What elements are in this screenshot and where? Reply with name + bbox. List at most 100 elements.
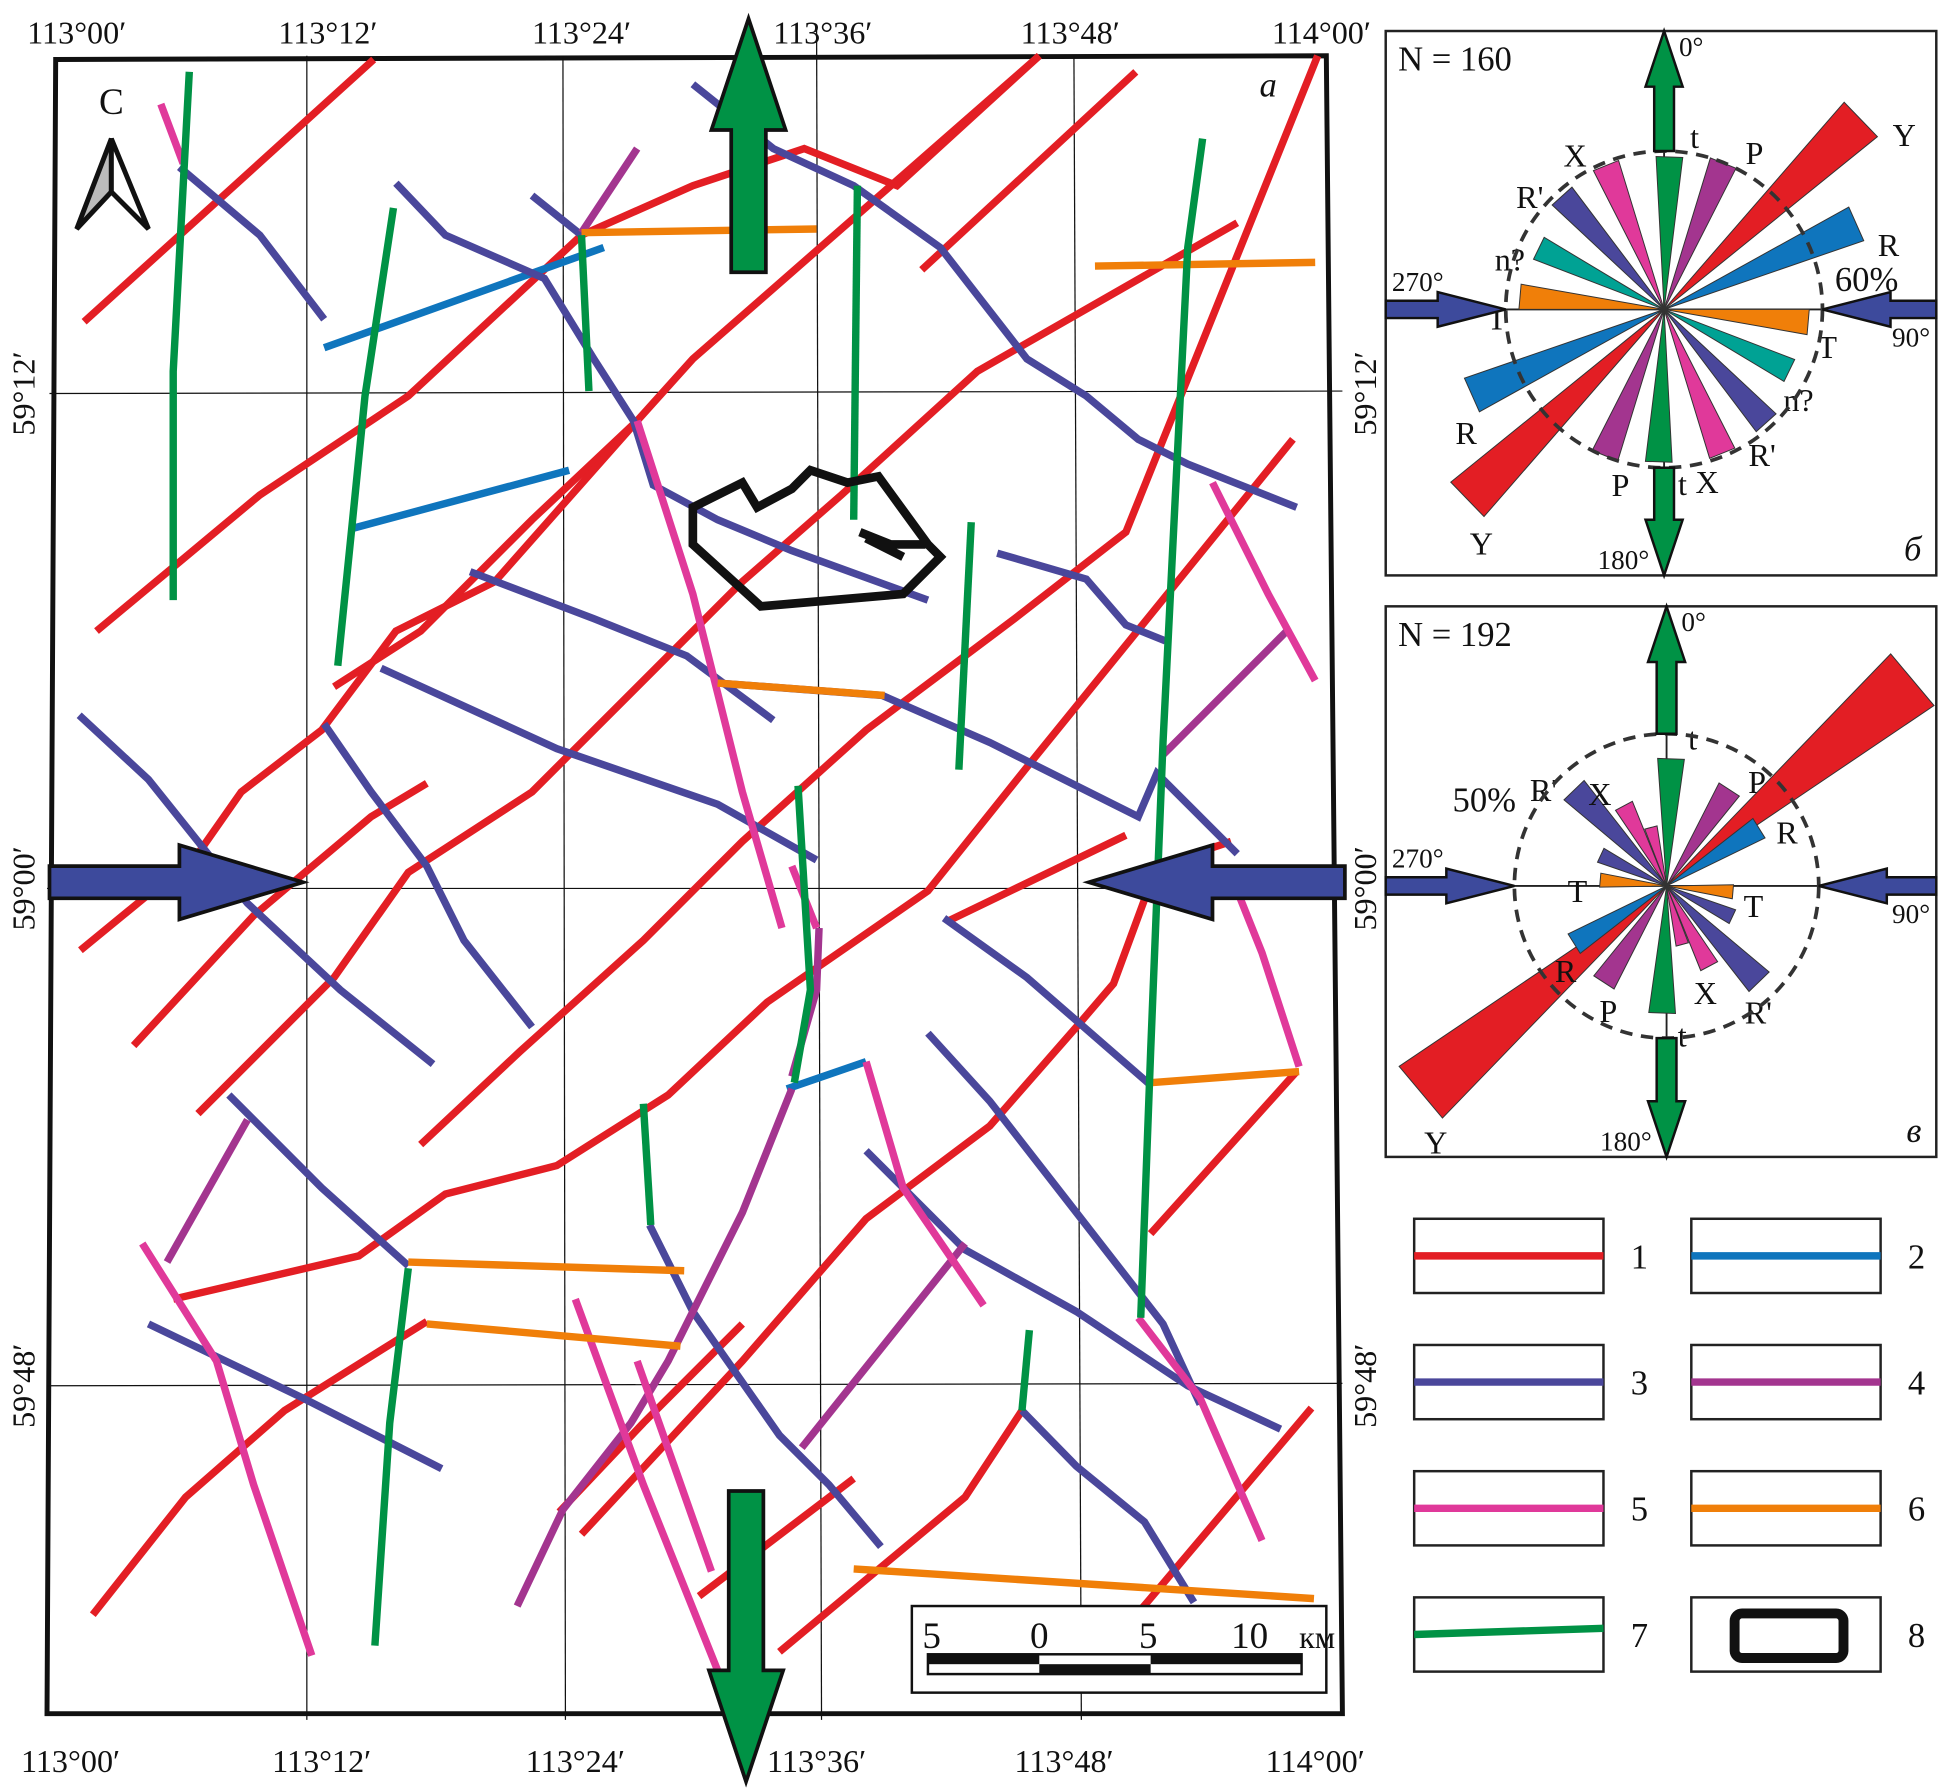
fault-type-1 <box>172 436 1296 1303</box>
rose-petal-R-prime <box>1551 186 1665 310</box>
study-area-outline <box>688 465 947 611</box>
fault-type-6 <box>1150 1067 1300 1087</box>
legend-number: 6 <box>1908 1491 1925 1529</box>
rose-petal-R-prime <box>1563 779 1667 887</box>
panel-label: б <box>1904 531 1923 569</box>
longitude-label-top: 113°36′ <box>773 14 872 50</box>
fault-type-5 <box>139 1241 316 1657</box>
fault-type-1 <box>1147 1069 1300 1237</box>
fault-type-4 <box>798 1241 968 1450</box>
meridian-line <box>815 24 823 1720</box>
rose-petal-label: t <box>1690 119 1699 155</box>
rose-petal-T <box>1518 283 1665 310</box>
rose-petal-T <box>1666 884 1735 900</box>
rose-petal-Y <box>1450 309 1665 518</box>
rose-petal-label: R <box>1776 814 1798 850</box>
fault-type-2 <box>785 1058 868 1093</box>
extension-arrow-south-icon <box>706 1489 786 1788</box>
rose-petal-label: X <box>1696 464 1719 500</box>
fault-type-7 <box>1137 138 1207 1318</box>
rose-petal-P <box>1666 782 1741 887</box>
latitude-label-left: 59°48′ <box>6 1344 42 1428</box>
direction-label: 270° <box>1392 843 1444 873</box>
legend-item-4: 4 <box>1690 1343 1925 1421</box>
rose-petal-n-q <box>1663 308 1796 383</box>
fault-type-3 <box>925 1030 1204 1406</box>
direction-label: 0° <box>1679 32 1703 62</box>
latitude-label-left: 59°12′ <box>6 351 42 435</box>
fault-type-4 <box>163 1117 251 1264</box>
fault-type-7 <box>334 207 398 667</box>
fault-type-6 <box>853 1565 1315 1603</box>
fault-type-2 <box>351 466 571 532</box>
rose-petal-minor <box>1666 885 1737 925</box>
rose-petal-P <box>1593 885 1668 990</box>
legend-outline-swatch <box>1729 1608 1849 1663</box>
fault-type-6 <box>1094 258 1316 270</box>
fault-type-3 <box>941 915 1154 1088</box>
fault-type-1 <box>195 219 1240 1117</box>
legend-item-5: 5 <box>1412 1469 1648 1547</box>
legend-number: 3 <box>1631 1364 1648 1402</box>
rose-petal-n-q <box>1532 236 1665 310</box>
legend-number: 5 <box>1631 1491 1648 1529</box>
rose-petal-t <box>1648 885 1677 1014</box>
fault-type-7 <box>371 1267 412 1646</box>
fault-type-3 <box>529 192 584 239</box>
rose-petal-X <box>1663 309 1736 459</box>
scale-tick-5: 5 <box>1139 1616 1158 1657</box>
fault-type-3 <box>996 549 1167 645</box>
fault-type-3 <box>468 568 776 724</box>
scale-unit: км <box>1299 1619 1335 1655</box>
rose-petal-T <box>1599 872 1667 888</box>
rose-petal-t <box>1655 156 1684 310</box>
fault-type-1 <box>1118 1405 1315 1636</box>
rose-petal-label: P <box>1599 993 1617 1029</box>
rose-petal-minor <box>1644 825 1668 887</box>
rose-petal-label: R' <box>1516 179 1543 215</box>
legend-line-swatch <box>1414 1624 1604 1639</box>
stress-arrows <box>47 12 1347 1788</box>
direction-label: 180° <box>1598 545 1650 575</box>
compression-arrow-east-icon <box>1384 290 1507 329</box>
faults <box>76 52 1322 1672</box>
longitude-label-bottom: 113°36′ <box>767 1743 866 1779</box>
legend-number: 1 <box>1631 1238 1648 1276</box>
north-label: С <box>99 82 124 123</box>
sample-count-label: N = 192 <box>1398 616 1512 654</box>
fault-type-3 <box>646 1223 884 1550</box>
fault-type-6 <box>426 1320 681 1350</box>
extension-arrow-north-icon <box>708 12 789 275</box>
direction-label: 0° <box>1681 607 1705 637</box>
extension-arrow-north-icon <box>1646 602 1687 736</box>
fault-type-2 <box>322 244 606 352</box>
rose-petal-R <box>1463 308 1665 413</box>
fault-type-4 <box>1160 628 1290 758</box>
fault-type-3 <box>863 1148 1283 1433</box>
sample-count-label: N = 160 <box>1398 41 1512 79</box>
fault-type-3 <box>177 164 328 322</box>
rose-petal-R <box>1567 885 1667 955</box>
fault-type-7 <box>849 185 862 520</box>
compression-arrow-east-icon <box>47 842 310 922</box>
parallel-line <box>47 1382 1343 1387</box>
parallel-line <box>49 390 1343 395</box>
rose-petal-X <box>1614 800 1668 887</box>
fault-type-5 <box>571 1297 722 1672</box>
fault-type-5 <box>1135 1315 1266 1542</box>
rose-petal-label: t <box>1688 720 1697 756</box>
extension-arrow-north-icon <box>1643 27 1685 153</box>
direction-label: 90° <box>1892 323 1930 353</box>
legend-item-3: 3 <box>1412 1343 1648 1421</box>
rose-petal-label: R' <box>1530 772 1557 808</box>
fault-type-7 <box>169 71 194 601</box>
rose-petal-label: T <box>1744 888 1764 924</box>
fault-type-3 <box>379 664 819 864</box>
rose-petal-label: t <box>1678 1017 1687 1053</box>
fault-type-7 <box>790 785 815 1084</box>
rose-petal-R <box>1666 817 1766 887</box>
fault-type-7 <box>577 234 593 392</box>
